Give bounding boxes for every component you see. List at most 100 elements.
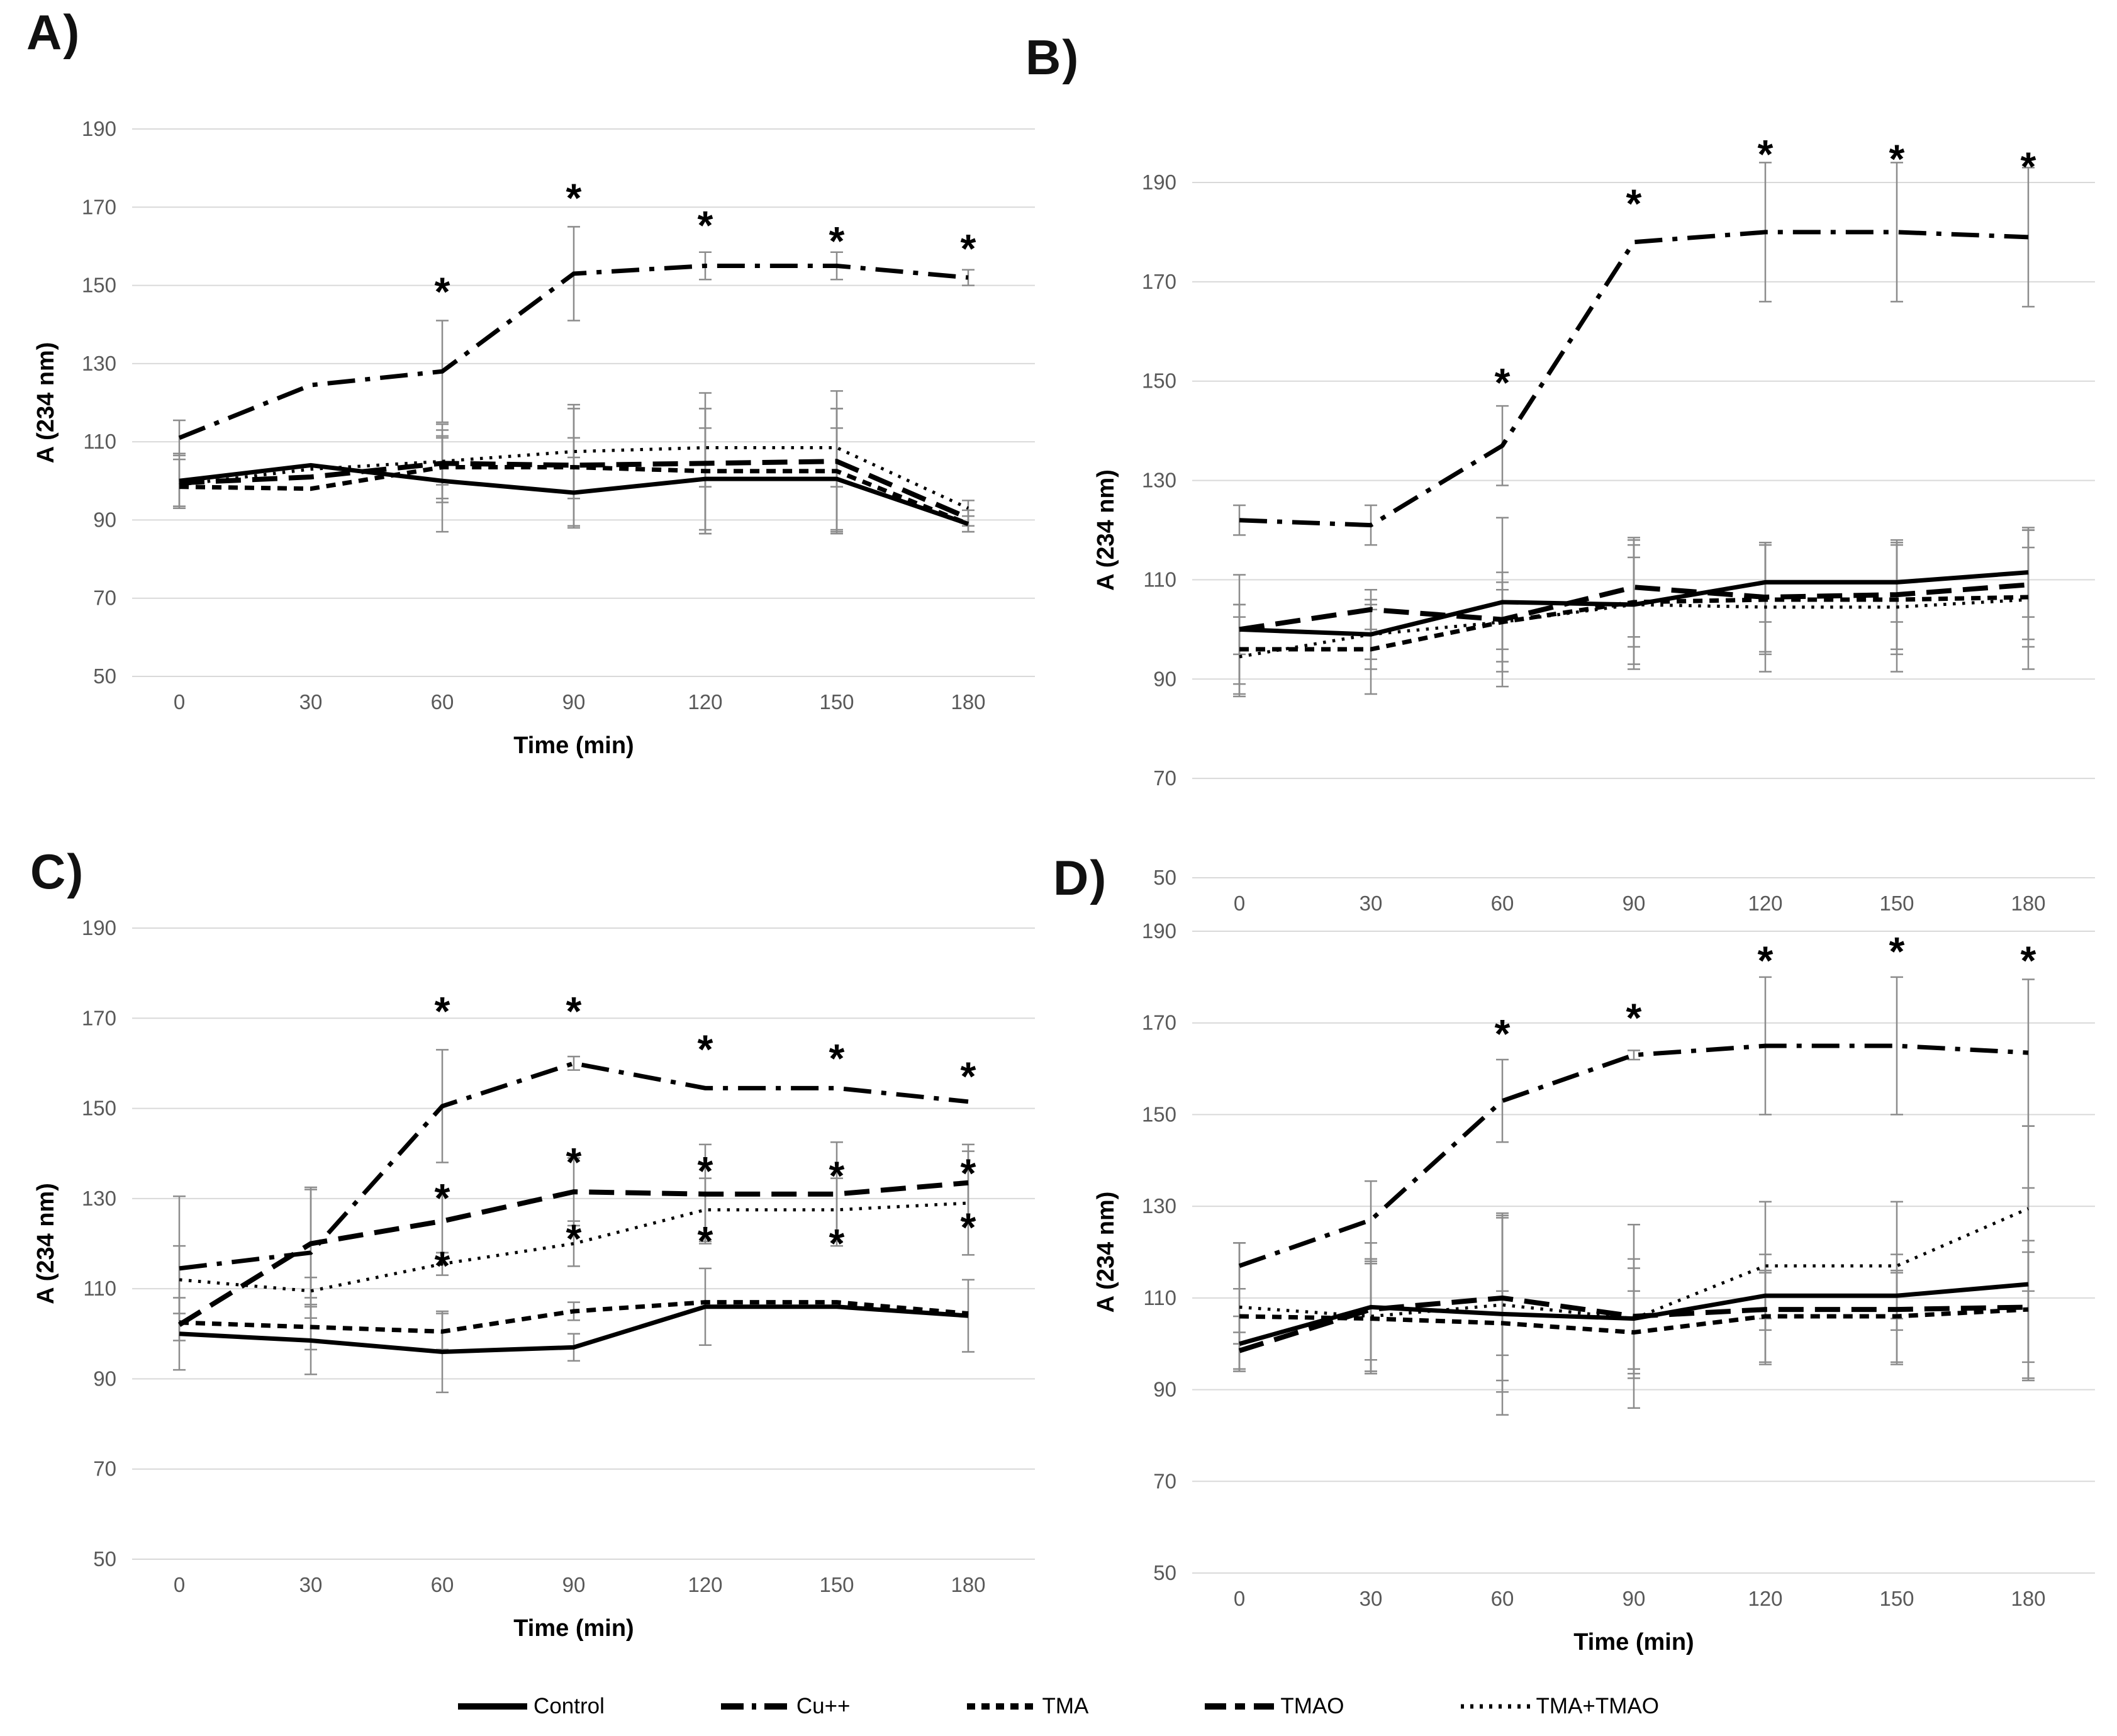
x-tick-label: 0 <box>174 690 185 714</box>
chart-panel-b: 1901701501301109070500306090120150180Tim… <box>1093 132 2095 960</box>
significance-markers: * * * * * * * * * * * * * * * <box>435 988 976 1289</box>
asterisk-marker: * <box>961 1054 976 1099</box>
y-tick-label: 170 <box>82 195 116 218</box>
asterisk-marker: * <box>698 1218 713 1263</box>
series-line-control <box>179 1304 969 1354</box>
x-tick-label: 30 <box>1360 892 1383 915</box>
series-line-control <box>179 462 969 526</box>
x-tick-label: 60 <box>431 690 454 714</box>
y-tick-label: 170 <box>82 1006 116 1029</box>
x-tick-label: 0 <box>174 1573 185 1596</box>
significance-markers: * * * * * <box>435 175 976 314</box>
x-tick-label: 90 <box>562 1573 586 1596</box>
x-tick-label: 180 <box>2011 892 2045 915</box>
y-tick-label: 130 <box>82 352 116 375</box>
gridlines <box>1192 931 2095 1574</box>
chart-panel-a: 190 170 150 130 110 90 70 50 0 30 60 90 120 150 180 Tim… <box>33 117 1035 759</box>
legend: Control Cu++ TMA TMAO TMA+TMAO <box>0 1688 2117 1725</box>
y-tick-label: 190 <box>82 916 116 939</box>
legend-line-sample-dashdot <box>720 1703 790 1710</box>
panel-d-label: D) <box>1053 850 1108 905</box>
asterisk-marker: * <box>1626 995 1642 1041</box>
x-tick-label: 150 <box>819 1573 854 1596</box>
x-tick-label: 150 <box>819 690 854 714</box>
panel-b-label: B) <box>1025 30 1080 85</box>
panel-a: 190 170 150 130 110 90 70 50 0 30 60 90 120 150 180 Tim… <box>0 0 1057 840</box>
series-line-tma <box>1239 595 2029 652</box>
asterisk-marker: * <box>1889 929 1905 974</box>
y-tick-label: 90 <box>1153 1378 1176 1401</box>
x-tick-label: 180 <box>2011 1587 2045 1610</box>
series-line-tmao <box>179 459 969 520</box>
asterisk-marker: * <box>566 1140 582 1185</box>
asterisk-marker: * <box>1626 181 1642 227</box>
x-tick-label: 0 <box>1234 892 1245 915</box>
y-tick-label: 170 <box>1142 270 1176 293</box>
y-axis-title: A (234 nm) <box>1093 469 1119 591</box>
y-axis-title: A (234 nm) <box>33 1183 59 1304</box>
asterisk-marker: * <box>1758 938 1773 983</box>
panel-c-label: C) <box>30 844 85 899</box>
series-line-cu-- <box>178 264 969 440</box>
legend-line-sample-dash <box>966 1703 1036 1710</box>
x-tick-label: 150 <box>1879 1587 1914 1610</box>
legend-item-tmao: TMAO <box>1205 1694 1344 1719</box>
y-tick-label: 50 <box>1153 866 1176 889</box>
y-axis-title: A (234 nm) <box>1093 1192 1119 1313</box>
y-tick-label: 170 <box>1142 1011 1176 1034</box>
y-tick-label: 190 <box>1142 919 1176 943</box>
series-line-tma-tmao <box>179 445 969 510</box>
y-tick-label: 150 <box>1142 1102 1176 1126</box>
y-tick-label: 110 <box>83 1277 116 1300</box>
series-line-tmao <box>177 1180 969 1327</box>
asterisk-marker: * <box>435 269 450 315</box>
x-tick-label: 0 <box>1234 1587 1245 1610</box>
panel-c: 190 170 150 130 110 90 70 50 0 30 60 90 120 150 180 Tim… <box>0 837 1057 1736</box>
y-tick-label: 50 <box>1153 1561 1176 1584</box>
series-line-tma <box>179 1300 969 1334</box>
x-axis-title: Time (min) <box>513 732 634 759</box>
gridlines <box>132 927 1035 1560</box>
legend-item-tma-tmao: TMA+TMAO <box>1460 1694 1659 1719</box>
y-tick-label: 190 <box>82 117 116 140</box>
x-tick-label: 60 <box>431 1573 454 1596</box>
asterisk-marker: * <box>1495 1011 1511 1056</box>
y-tick-label: 110 <box>1143 1286 1176 1309</box>
legend-line-sample-longdash <box>1205 1703 1275 1710</box>
y-tick-label: 110 <box>83 430 116 453</box>
asterisk-marker: * <box>2021 143 2036 189</box>
x-tick-label: 90 <box>562 690 586 714</box>
y-tick-label: 150 <box>82 274 116 297</box>
x-tick-label: 90 <box>1623 1587 1646 1610</box>
x-tick-label: 180 <box>951 1573 985 1596</box>
y-tick-label: 90 <box>93 508 116 531</box>
asterisk-marker: * <box>829 218 845 264</box>
x-tick-label: 90 <box>1623 892 1646 915</box>
asterisk-marker: * <box>698 1027 713 1072</box>
asterisk-marker: * <box>435 988 450 1034</box>
y-tick-label: 150 <box>1142 369 1176 393</box>
legend-label: Cu++ <box>796 1694 851 1718</box>
y-tick-label: 70 <box>93 1457 116 1481</box>
y-tick-label: 50 <box>93 1547 116 1571</box>
series-line-tma-tmao <box>1239 598 2029 659</box>
legend-label: TMA <box>1042 1694 1089 1718</box>
legend-item-control: Control <box>458 1694 605 1719</box>
legend-line-sample-dotted <box>1460 1704 1530 1709</box>
x-tick-label: 120 <box>1748 892 1782 915</box>
legend-line-sample-solid <box>458 1703 528 1710</box>
asterisk-marker: * <box>1889 137 1905 182</box>
chart-panel-c: 190 170 150 130 110 90 70 50 0 30 60 90 120 150 180 Tim… <box>33 916 1035 1642</box>
significance-markers: * * * * * <box>1495 929 2036 1056</box>
error-bars <box>173 1049 975 1394</box>
y-tick-label: 50 <box>93 664 116 688</box>
asterisk-marker: * <box>829 1153 845 1198</box>
gridlines <box>132 128 1035 677</box>
asterisk-marker: * <box>961 1151 976 1196</box>
asterisk-marker: * <box>2021 938 2036 983</box>
series-line-cu-- <box>1239 230 2029 528</box>
x-tick-label: 120 <box>1748 1587 1782 1610</box>
series-line-tma <box>179 465 969 526</box>
series-line-tmao <box>1239 582 2029 632</box>
chart-panel-d: 190 170 150 130 110 90 70 50 0 30 60 90 120 150 180 Tim… <box>1093 919 2095 1655</box>
